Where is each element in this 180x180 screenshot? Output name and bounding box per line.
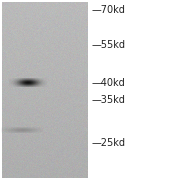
Text: —35kd: —35kd (92, 95, 126, 105)
Text: —40kd: —40kd (92, 78, 126, 88)
Text: —70kd: —70kd (92, 5, 126, 15)
Text: —55kd: —55kd (92, 40, 126, 50)
Text: —25kd: —25kd (92, 138, 126, 148)
